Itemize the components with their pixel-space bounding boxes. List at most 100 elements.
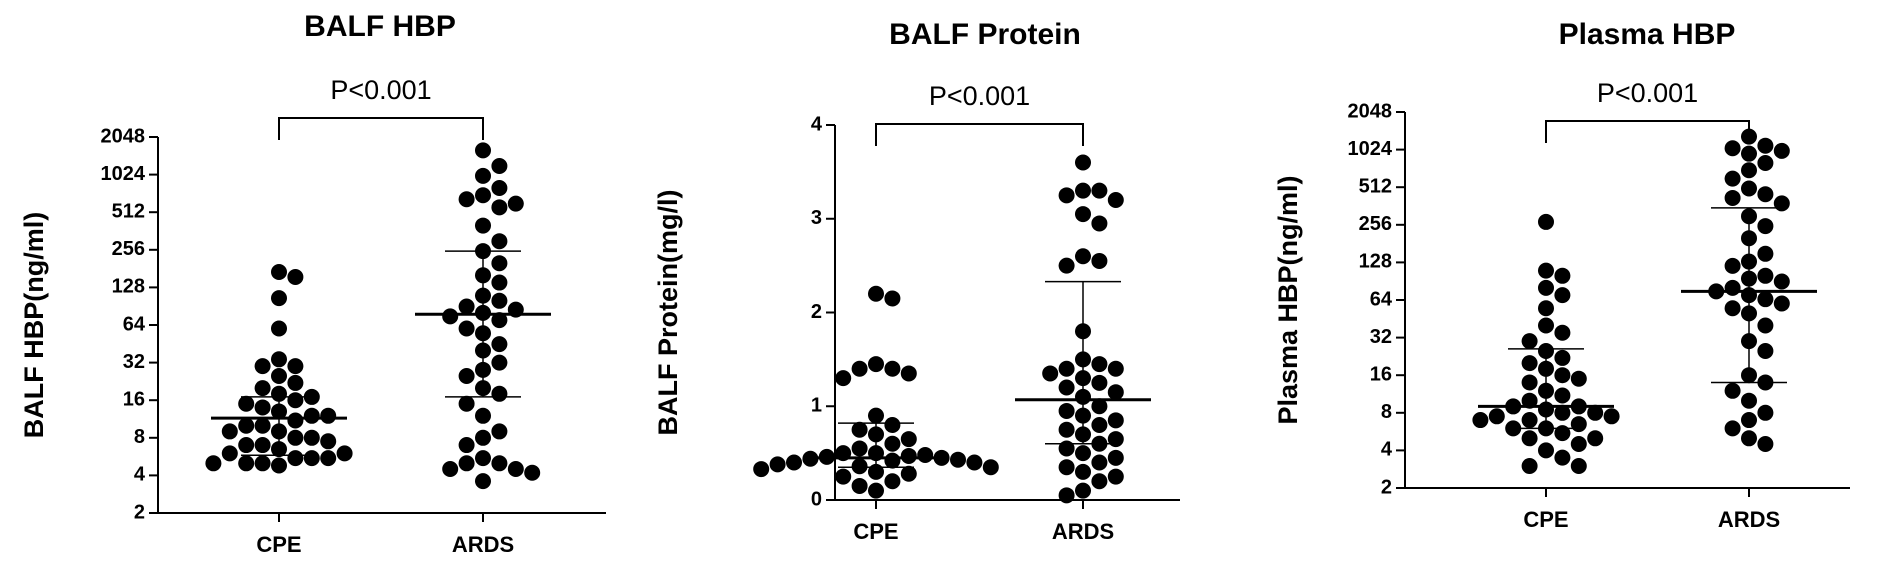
data-point <box>271 264 287 281</box>
chart-title: BALF Protein <box>889 18 1081 51</box>
data-point <box>1521 412 1538 429</box>
p-value: P<0.001 <box>1597 78 1698 108</box>
data-point <box>458 395 475 412</box>
x-tick-label: ARDS <box>452 532 514 557</box>
data-point <box>1724 382 1741 399</box>
data-point <box>1554 367 1571 384</box>
data-point <box>287 412 304 429</box>
data-point <box>1741 162 1757 179</box>
y-tick-label: 2048 <box>1348 100 1393 122</box>
data-point <box>1741 180 1757 197</box>
data-point <box>1521 458 1538 475</box>
data-point <box>287 429 304 446</box>
data-point <box>884 473 901 490</box>
data-point <box>1587 404 1604 421</box>
data-point <box>1570 416 1587 433</box>
data-point <box>287 269 304 286</box>
data-point <box>475 142 491 159</box>
data-point <box>287 450 304 467</box>
data-point <box>491 199 508 216</box>
data-point <box>507 461 524 478</box>
data-point <box>458 298 475 315</box>
data-point <box>917 447 934 463</box>
data-point <box>1757 317 1774 334</box>
data-point <box>442 308 459 325</box>
data-point <box>491 455 508 472</box>
data-point <box>254 380 271 397</box>
data-point <box>458 191 475 208</box>
y-tick-label: 2048 <box>101 125 146 147</box>
data-point <box>221 445 238 462</box>
y-tick-label: 128 <box>112 276 145 298</box>
data-point <box>1773 295 1790 312</box>
data-point <box>254 399 271 416</box>
data-point <box>1741 128 1757 145</box>
y-tick-label: 32 <box>123 351 145 373</box>
data-point <box>1570 436 1587 453</box>
data-point <box>1538 442 1554 459</box>
y-tick-label: 512 <box>1359 175 1392 197</box>
data-point <box>271 385 287 402</box>
data-point <box>1472 412 1489 429</box>
data-point <box>1757 245 1774 262</box>
y-tick-label: 1024 <box>101 163 146 185</box>
chart-title: BALF HBP <box>304 10 456 43</box>
data-point <box>1757 218 1774 235</box>
data-point <box>1521 355 1538 372</box>
data-point <box>1058 187 1075 204</box>
data-point <box>1757 404 1774 421</box>
data-point <box>336 445 353 462</box>
data-point <box>1091 215 1108 232</box>
significance-bracket <box>875 123 1084 146</box>
data-point <box>884 290 901 307</box>
data-point <box>1521 374 1538 391</box>
data-point <box>1488 408 1505 425</box>
data-point <box>271 290 287 307</box>
data-point <box>1058 379 1075 396</box>
data-point <box>1521 392 1538 409</box>
data-point <box>238 395 255 412</box>
data-point <box>982 459 999 476</box>
data-point <box>1724 140 1741 157</box>
data-point <box>884 360 901 377</box>
data-point <box>491 336 508 353</box>
data-point <box>1554 324 1571 341</box>
data-point <box>491 312 508 329</box>
data-point <box>1741 430 1757 447</box>
data-point <box>1538 317 1554 334</box>
data-point <box>900 431 917 448</box>
data-point <box>1554 349 1571 366</box>
data-point <box>884 452 901 469</box>
data-point <box>1091 182 1108 199</box>
data-point <box>1058 402 1075 419</box>
p-value: P<0.001 <box>929 81 1030 111</box>
data-point <box>271 367 287 384</box>
y-tick-label: 1 <box>811 395 822 417</box>
data-point <box>507 195 524 212</box>
data-point <box>1091 398 1108 415</box>
data-point <box>1058 440 1075 457</box>
data-point <box>1757 291 1774 308</box>
y-tick-label: 4 <box>811 113 823 135</box>
data-point <box>1724 257 1741 274</box>
data-point <box>1058 487 1075 504</box>
data-point <box>1107 468 1124 485</box>
y-axis-label: BALF Protein(mg/l) <box>653 190 683 436</box>
data-point <box>1603 408 1620 425</box>
data-point <box>753 461 770 478</box>
data-point <box>458 367 475 384</box>
data-point <box>458 320 475 337</box>
data-point <box>475 407 491 424</box>
data-point <box>884 435 901 452</box>
data-point <box>1091 454 1108 471</box>
data-point <box>1075 182 1091 199</box>
data-point <box>1757 436 1774 453</box>
data-point <box>851 440 868 457</box>
data-point <box>1741 412 1757 429</box>
y-tick-label: 8 <box>134 426 145 448</box>
data-point <box>1724 189 1741 206</box>
data-point <box>303 429 320 446</box>
data-point <box>254 437 271 454</box>
data-point <box>1724 279 1741 296</box>
